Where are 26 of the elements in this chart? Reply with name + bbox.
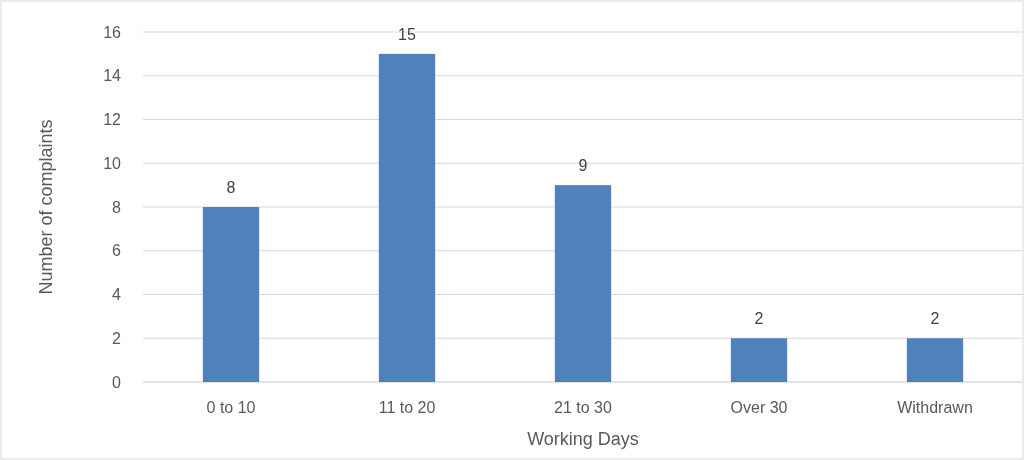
y-tick-label: 2	[112, 329, 122, 347]
data-label: 2	[754, 310, 764, 328]
bar	[906, 338, 964, 382]
x-tick-label: 11 to 20	[378, 399, 436, 416]
x-axis-title: Working Days	[527, 429, 639, 449]
bar	[554, 185, 612, 382]
y-axis-title: Number of complaints	[36, 119, 56, 295]
y-tick-label: 12	[103, 111, 122, 129]
bar	[378, 53, 436, 382]
y-tick-label: 10	[103, 154, 122, 172]
y-tick-label: 0	[112, 373, 122, 391]
y-tick-label: 14	[103, 67, 122, 85]
y-tick-label: 6	[112, 242, 122, 260]
x-tick-label: Over 30	[730, 399, 788, 416]
data-label: 9	[578, 157, 588, 175]
bar	[730, 338, 788, 382]
data-label: 15	[398, 25, 416, 43]
y-tick-label: 8	[112, 198, 122, 216]
x-tick-label: 21 to 30	[554, 399, 613, 416]
y-tick-label: 16	[103, 23, 122, 41]
x-tick-label: Withdrawn	[897, 399, 973, 416]
bar	[202, 207, 260, 382]
data-label: 2	[930, 310, 940, 328]
y-tick-label: 4	[112, 286, 122, 304]
data-label: 8	[226, 179, 236, 196]
x-tick-label: 0 to 10	[206, 399, 256, 416]
